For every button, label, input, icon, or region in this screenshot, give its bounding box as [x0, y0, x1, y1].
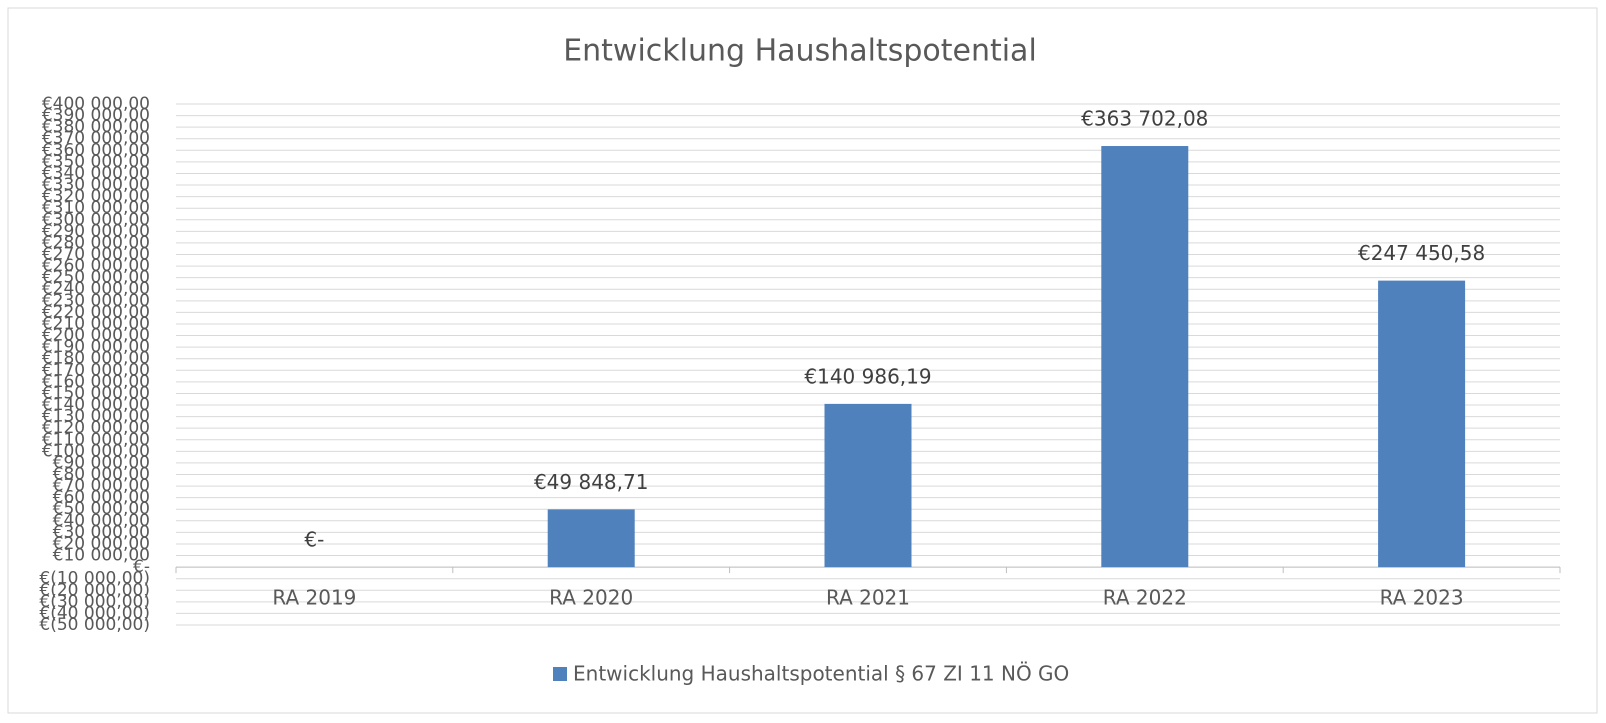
- data-label: €-: [304, 528, 324, 552]
- y-tick-label: €330 000,00: [42, 175, 150, 195]
- y-tick-label: €400 000,00: [42, 94, 150, 114]
- y-tick-label: €390 000,00: [42, 106, 150, 126]
- y-tick-label: €80 000,00: [53, 464, 150, 484]
- y-tick-label: €300 000,00: [42, 210, 150, 230]
- y-tick-label: €100 000,00: [42, 441, 150, 461]
- bar: [1378, 280, 1466, 568]
- legend-label: Entwicklung Haushaltspotential § 67 ZI 1…: [573, 662, 1069, 686]
- y-tick-label: €240 000,00: [42, 279, 150, 299]
- y-tick-label: €(20 000,00): [39, 580, 150, 600]
- legend-swatch: [553, 667, 567, 681]
- y-tick-label: €130 000,00: [42, 407, 150, 427]
- y-tick-label: €210 000,00: [42, 314, 150, 334]
- y-tick-label: €-: [133, 557, 150, 577]
- chart-border: [7, 7, 1598, 714]
- data-label: €49 848,71: [534, 470, 649, 494]
- x-tick-label: RA 2022: [1103, 586, 1187, 610]
- y-tick-label: €260 000,00: [42, 256, 150, 276]
- y-tick-label: €50 000,00: [53, 499, 150, 519]
- y-tick-label: €180 000,00: [42, 349, 150, 369]
- x-tick-label: RA 2021: [826, 586, 910, 610]
- data-label: €363 702,08: [1081, 107, 1208, 131]
- y-tick-label: €30 000,00: [53, 522, 150, 542]
- bar: [1101, 146, 1189, 568]
- y-tick-label: €140 000,00: [42, 395, 150, 415]
- y-tick-label: €370 000,00: [42, 129, 150, 149]
- y-tick-label: €150 000,00: [42, 383, 150, 403]
- data-label: €247 450,58: [1358, 241, 1485, 265]
- y-tick-label: €290 000,00: [42, 221, 150, 241]
- y-tick-label: €230 000,00: [42, 291, 150, 311]
- y-tick-label: €10 000,00: [53, 546, 150, 566]
- y-tick-label: €200 000,00: [42, 326, 150, 346]
- y-tick-label: €120 000,00: [42, 418, 150, 438]
- y-tick-label: €310 000,00: [42, 198, 150, 218]
- bar: [824, 403, 912, 568]
- x-tick-label: RA 2020: [549, 586, 633, 610]
- y-tick-label: €170 000,00: [42, 360, 150, 380]
- chart-title: Entwicklung Haushaltspotential: [563, 34, 1037, 69]
- y-tick-label: €90 000,00: [53, 453, 150, 473]
- y-tick-label: €190 000,00: [42, 337, 150, 357]
- x-tick-label: RA 2023: [1380, 586, 1464, 610]
- data-label: €140 986,19: [804, 364, 931, 388]
- y-tick-label: €40 000,00: [53, 511, 150, 531]
- y-tick-label: €280 000,00: [42, 233, 150, 253]
- y-tick-label: €110 000,00: [42, 430, 150, 450]
- y-tick-label: €270 000,00: [42, 245, 150, 265]
- y-tick-label: €250 000,00: [42, 268, 150, 288]
- y-tick-label: €380 000,00: [42, 117, 150, 137]
- y-tick-label: €(10 000,00): [39, 569, 150, 589]
- y-tick-label: €320 000,00: [42, 187, 150, 207]
- y-tick-label: €(50 000,00): [39, 615, 150, 635]
- y-tick-label: €350 000,00: [42, 152, 150, 172]
- bar: [547, 509, 635, 568]
- y-tick-label: €(40 000,00): [39, 603, 150, 623]
- y-tick-label: €360 000,00: [42, 140, 150, 160]
- y-tick-label: €220 000,00: [42, 302, 150, 322]
- y-tick-label: €70 000,00: [53, 476, 150, 496]
- y-tick-label: €160 000,00: [42, 372, 150, 392]
- y-tick-label: €340 000,00: [42, 163, 150, 183]
- y-tick-label: €60 000,00: [53, 488, 150, 508]
- y-tick-label: €(30 000,00): [39, 592, 150, 612]
- y-tick-label: €20 000,00: [53, 534, 150, 554]
- x-tick-label: RA 2019: [272, 586, 356, 610]
